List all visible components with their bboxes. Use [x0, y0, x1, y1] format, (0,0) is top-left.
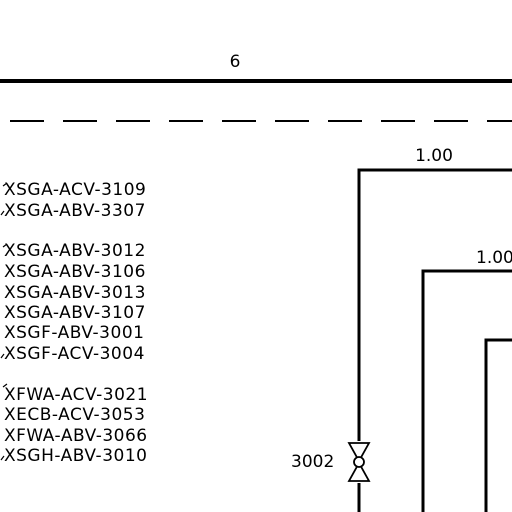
equipment-tag: XSGF-ABV-3001	[4, 323, 144, 343]
tag-group-2: XSGA-ABV-3012 XSGA-ABV-3106 XSGA-ABV-301…	[4, 241, 146, 364]
equipment-tag: XSGA-ABV-3307	[4, 201, 146, 221]
pipe-line-inner	[484, 338, 512, 512]
tag-group-bracket-1	[0, 182, 8, 216]
valve-icon	[347, 441, 371, 483]
equipment-tag: XSGA-ABV-3012	[4, 241, 146, 261]
tag-group-3: XFWA-ACV-3021 XECB-ACV-3053 XFWA-ABV-306…	[4, 385, 148, 466]
tag-group-bracket-3	[0, 383, 8, 461]
equipment-tag: XSGA-ABV-3107	[4, 303, 146, 323]
tag-group-bracket-2	[0, 243, 8, 359]
tag-group-1: XSGA-ACV-3109 XSGA-ABV-3307	[4, 180, 146, 221]
pipe-size-label-middle: 1.00	[476, 248, 512, 268]
equipment-tag: XSGA-ACV-3109	[4, 180, 146, 200]
equipment-tag: XECB-ACV-3053	[4, 405, 145, 425]
equipment-tag: XSGF-ACV-3004	[4, 344, 145, 364]
equipment-tag: XFWA-ABV-3066	[4, 426, 148, 446]
valve-tag-label: 3002	[291, 452, 334, 472]
pipe-line-middle	[421, 269, 512, 512]
pipe-line-outer	[357, 168, 512, 512]
equipment-tag: XSGA-ABV-3106	[4, 262, 146, 282]
equipment-tag: XSGA-ABV-3013	[4, 283, 146, 303]
pipe-size-label-outer: 1.00	[415, 146, 453, 166]
equipment-tag: XSGH-ABV-3010	[4, 446, 147, 466]
zone-number: 6	[230, 52, 241, 72]
equipment-tag: XFWA-ACV-3021	[4, 385, 148, 405]
